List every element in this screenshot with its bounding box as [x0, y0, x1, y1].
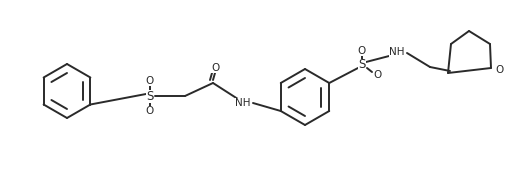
Text: O: O — [146, 76, 154, 86]
Text: O: O — [495, 65, 503, 75]
Text: NH: NH — [235, 98, 251, 108]
Text: S: S — [358, 58, 366, 71]
Text: O: O — [373, 70, 381, 80]
Text: O: O — [211, 63, 219, 73]
Text: O: O — [146, 106, 154, 116]
Text: S: S — [146, 90, 153, 102]
Text: O: O — [358, 46, 366, 56]
Text: NH: NH — [389, 47, 405, 57]
